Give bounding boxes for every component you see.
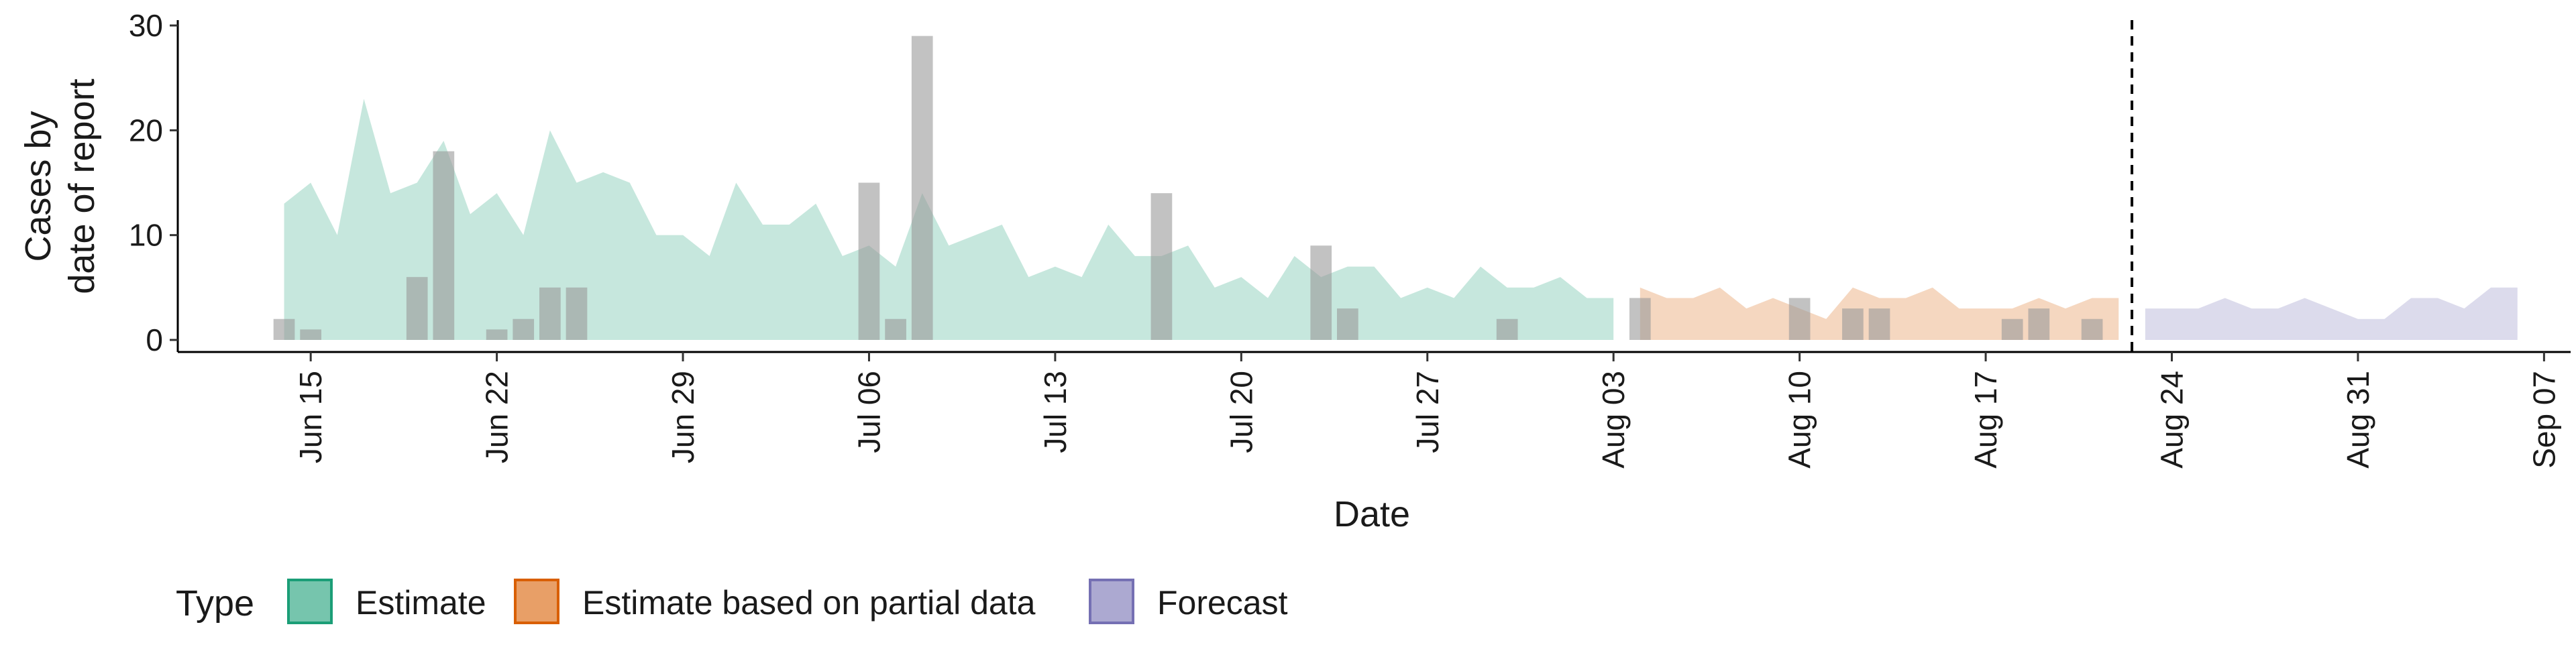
- report-bar: [2028, 308, 2050, 340]
- x-tick-label: Aug 24: [2155, 371, 2190, 469]
- x-tick-label: Sep 07: [2526, 371, 2561, 469]
- report-bar: [300, 329, 322, 340]
- area-series-3: [2145, 287, 2518, 340]
- x-tick-label: Aug 31: [2341, 371, 2375, 469]
- report-bar: [1337, 308, 1358, 340]
- legend-swatch-1: [287, 579, 333, 624]
- report-bar: [1629, 298, 1651, 340]
- report-bar: [885, 318, 906, 340]
- report-bar: [858, 182, 880, 340]
- x-tick-label: Jul 20: [1224, 371, 1258, 453]
- report-bar: [406, 277, 428, 340]
- legend-label-3: Forecast: [1157, 584, 1288, 622]
- area-series-1: [284, 99, 1614, 340]
- y-tick-label: 10: [129, 218, 163, 253]
- x-tick-label: Aug 17: [1968, 371, 2003, 469]
- report-bar: [1150, 193, 1173, 340]
- report-bar: [539, 287, 561, 340]
- report-bar: [1310, 245, 1332, 340]
- legend-swatch-2: [514, 579, 559, 624]
- y-tick-label: 0: [146, 322, 163, 357]
- legend-label-2: Estimate based on partial data: [582, 584, 1036, 622]
- legend-title: Type: [176, 583, 254, 624]
- report-bar: [2001, 318, 2023, 340]
- x-tick-label: Aug 10: [1782, 371, 1817, 469]
- y-tick-label: 30: [129, 8, 163, 43]
- report-bar: [911, 36, 933, 341]
- report-bar: [273, 318, 295, 340]
- x-tick-label: Jun 29: [665, 371, 700, 463]
- legend-label-1: Estimate: [356, 584, 486, 622]
- x-tick-label: Jul 27: [1410, 371, 1445, 453]
- report-bar: [513, 318, 535, 340]
- x-axis-title: Date: [1334, 494, 1410, 534]
- legend-swatch-3: [1089, 579, 1134, 624]
- x-tick-label: Jul 13: [1038, 371, 1073, 453]
- report-bar: [433, 151, 455, 340]
- x-tick-label: Aug 03: [1596, 371, 1631, 469]
- report-bar: [2081, 318, 2103, 340]
- report-bar: [486, 329, 508, 340]
- y-axis-title-line-2: date of report: [62, 78, 102, 294]
- x-tick-label: Jun 22: [480, 371, 515, 463]
- x-tick-label: Jun 15: [293, 371, 328, 463]
- y-axis-title-line-1: Cases by: [18, 111, 58, 261]
- report-bar: [566, 287, 588, 340]
- y-tick-label: 20: [129, 113, 163, 148]
- report-bar: [1788, 298, 1811, 340]
- x-tick-label: Jul 06: [851, 371, 886, 453]
- report-bar: [1496, 318, 1518, 340]
- report-bar: [1868, 308, 1890, 340]
- report-bar: [1842, 308, 1864, 340]
